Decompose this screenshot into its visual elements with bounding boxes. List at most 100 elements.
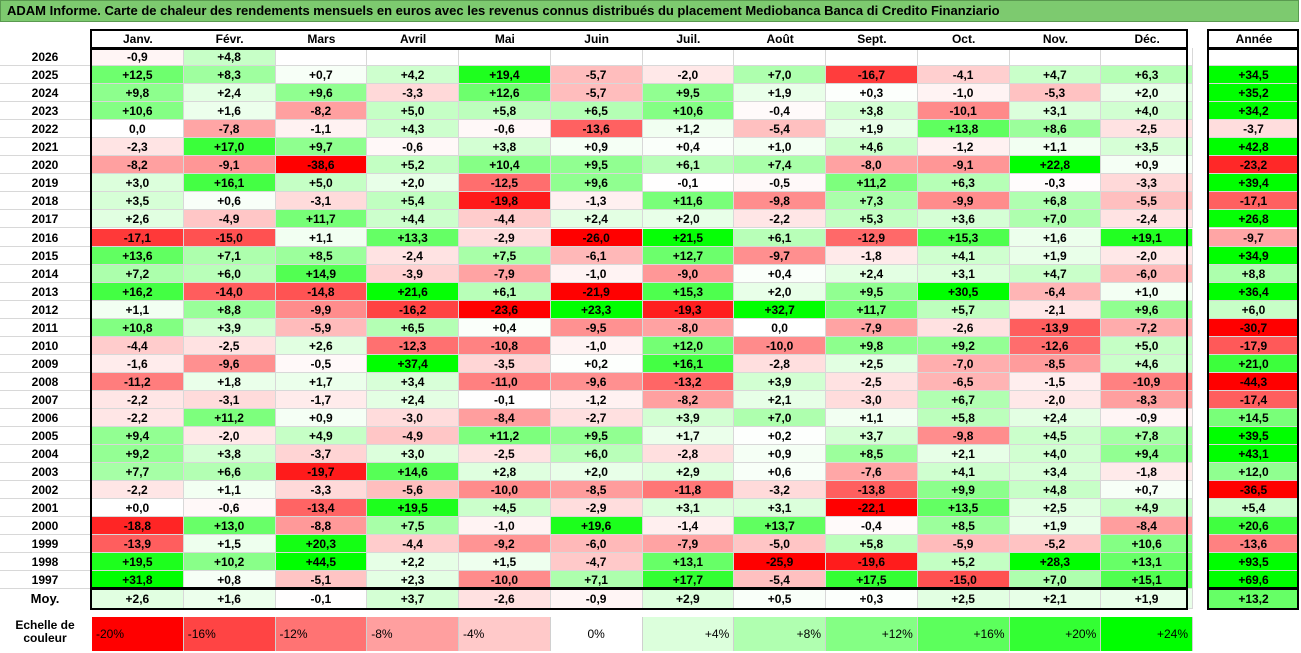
heatmap-cell: +1,2 [642,120,735,139]
heatmap-cell: +0,9 [734,445,826,464]
row-year-label: 2001 [0,499,90,518]
heatmap-cell: +11,7 [826,300,918,319]
heatmap-cell: -1,2 [550,390,643,409]
heatmap-cell: +6,7 [917,390,1010,409]
heatmap-cell: +3,1 [642,499,735,518]
average-row-label: Moy. [30,591,60,606]
heatmap-cell: +22,8 [1009,156,1102,175]
heatmap-cell: +7,0 [734,66,826,85]
row-year-label: 2009 [0,355,90,373]
heatmap-cell: +2,4 [367,390,459,409]
heatmap-cell: -6,5 [917,372,1010,391]
heatmap-cell: -6,0 [1101,264,1193,283]
heatmap-cell: -0,5 [275,354,368,373]
heatmap-cell: 0,0 [734,318,826,337]
heatmap-cell: -2,2 [92,481,184,500]
year-total-cell: +5,4 [1209,499,1299,518]
heatmap-cell [367,48,459,67]
heatmap-cell: -1,1 [275,120,368,139]
heatmap-cell: -5,7 [550,66,643,85]
year-header: Année [1235,32,1273,46]
heatmap-cell: +6,8 [1009,192,1102,211]
heatmap-cell: -9,5 [550,318,643,337]
row-year-label: 2014 [0,265,90,283]
heatmap-cell: +12,7 [642,246,735,265]
heatmap-cell: -16,7 [826,66,918,85]
heatmap-cell: +2,0 [367,174,459,193]
heatmap-cell: +12,0 [642,336,735,355]
row-year-label: 2015 [0,247,90,265]
heatmap-cell: -2,4 [1101,210,1193,229]
heatmap-cell: -0,1 [459,390,551,409]
heatmap-cell: +4,7 [1009,264,1102,283]
heatmap-cell: +4,7 [1009,66,1102,85]
heatmap-cell: -5,7 [550,84,643,103]
heatmap-cell: -3,1 [183,390,276,409]
heatmap-cell: -9,2 [459,535,551,554]
heatmap-cell: -12,3 [367,336,459,355]
heatmap-cell: +15,3 [642,282,735,301]
heatmap-cell: -6,1 [550,246,643,265]
heatmap-cell [734,48,826,67]
scale-step: +4% [642,617,735,651]
heatmap-cell: +5,0 [1101,336,1193,355]
heatmap-cell: +15,3 [917,228,1010,247]
heatmap-cell: -5,9 [917,535,1010,554]
heatmap-cell: +10,4 [459,156,551,175]
row-year-label: 2020 [0,156,90,175]
heatmap-cell: -10,1 [917,102,1010,121]
heatmap-cell: +7,3 [826,192,918,211]
row-year-label: 2002 [0,481,90,500]
row-year-label: 2004 [0,445,90,464]
heatmap-cell: -7,2 [1101,318,1193,337]
year-total-cell: +39,4 [1209,174,1299,193]
heatmap-cell: +7,5 [367,517,459,536]
heatmap-cell: +3,1 [1009,102,1102,121]
year-total-cell: +42,8 [1209,138,1299,157]
heatmap-cell [459,48,551,67]
heatmap-cell: +2,4 [826,264,918,283]
heatmap-cell: +2,0 [734,282,826,301]
heatmap-cell: +7,0 [1009,210,1102,229]
row-year-label: 2006 [0,409,90,428]
heatmap-cell: -5,6 [367,481,459,500]
heatmap-cell: -8,3 [1101,390,1193,409]
year-header-frame [1207,29,1299,49]
heatmap-cell: -2,7 [550,409,643,428]
heatmap-cell: +2,1 [917,445,1010,464]
scale-step: -20% [92,617,184,651]
heatmap-cell: +1,7 [642,427,735,446]
heatmap-cell: +32,7 [734,300,826,319]
row-year-label: 2022 [0,120,90,139]
heatmap-cell: -4,9 [183,210,276,229]
heatmap-cell: -4,4 [92,336,184,355]
heatmap-cell [826,48,918,67]
heatmap-cell: +3,5 [92,192,184,211]
heatmap-cell: +9,8 [92,84,184,103]
heatmap-cell: -2,3 [92,138,184,157]
heatmap-cell: +3,0 [367,445,459,464]
heatmap-cell: +5,0 [367,102,459,121]
heatmap-cell: -5,0 [734,535,826,554]
heatmap-cell: +2,8 [459,463,551,482]
heatmap-cell: -19,8 [459,192,551,211]
heatmap-cell: -1,5 [1009,372,1102,391]
average-row-frame [90,588,1188,610]
heatmap-cell: -0,9 [1101,409,1193,428]
heatmap-cell: -3,9 [367,264,459,283]
year-total-cell: -17,9 [1209,336,1299,355]
heatmap-cell: +3,8 [459,138,551,157]
heatmap-cell: +23,3 [550,300,643,319]
heatmap-cell: -7,9 [642,535,735,554]
heatmap-cell: -10,8 [459,336,551,355]
heatmap-cell: +2,4 [183,84,276,103]
row-year-label: 2021 [0,138,90,157]
heatmap-cell: -3,3 [275,481,368,500]
heatmap-cell: +2,0 [1101,84,1193,103]
heatmap-cell: -1,3 [550,192,643,211]
heatmap-cell: -16,2 [367,300,459,319]
heatmap-cell: -2,4 [367,246,459,265]
heatmap-cell: +5,7 [917,300,1010,319]
heatmap-cell: -3,7 [275,445,368,464]
heatmap-cell: +9,2 [92,445,184,464]
